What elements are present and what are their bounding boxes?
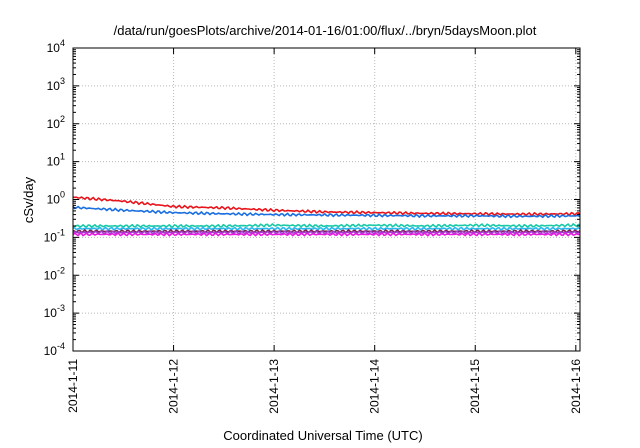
y-tick-label: 10-4 — [44, 341, 65, 358]
series-line — [72, 205, 581, 219]
y-tick-label: 100 — [47, 190, 65, 207]
y-axis-label: cSv/day — [21, 176, 36, 223]
x-axis-label: Coordinated Universal Time (UTC) — [223, 428, 422, 443]
y-tick-label: 10-2 — [44, 265, 65, 282]
y-tick-label: 10-3 — [44, 303, 65, 320]
chart-title: /data/run/goesPlots/archive/2014-01-16/0… — [114, 23, 537, 38]
series-line — [72, 229, 581, 234]
series-line — [72, 230, 581, 235]
series-group — [72, 196, 581, 237]
series-line — [72, 232, 581, 237]
plot-frame — [72, 47, 581, 352]
y-tick-label: 101 — [47, 152, 65, 169]
x-axis: 2014-1-11 2014-1-12 2014-1-13 2014-1-14 2014… — [66, 48, 583, 414]
grid — [73, 48, 580, 351]
x-tick-label: 2014-1-13 — [267, 359, 281, 414]
x-tick-label: 2014-1-14 — [368, 359, 382, 414]
x-tick-label: 2014-1-12 — [167, 359, 181, 414]
series-line — [72, 226, 581, 231]
series-line — [72, 196, 581, 217]
x-tick-label: 2014-1-11 — [66, 359, 80, 413]
y-tick-label: 104 — [47, 38, 65, 55]
x-tick-label: 2014-1-16 — [569, 359, 583, 414]
y-tick-label: 103 — [47, 76, 65, 93]
y-tick-label: 10-1 — [44, 227, 65, 244]
y-tick-label: 102 — [47, 114, 65, 131]
x-tick-label: 2014-1-15 — [468, 359, 482, 414]
series-line — [72, 223, 581, 229]
y-axis: 10-4 10-3 10-2 10-1 100 101 102 103 104 — [44, 38, 580, 358]
